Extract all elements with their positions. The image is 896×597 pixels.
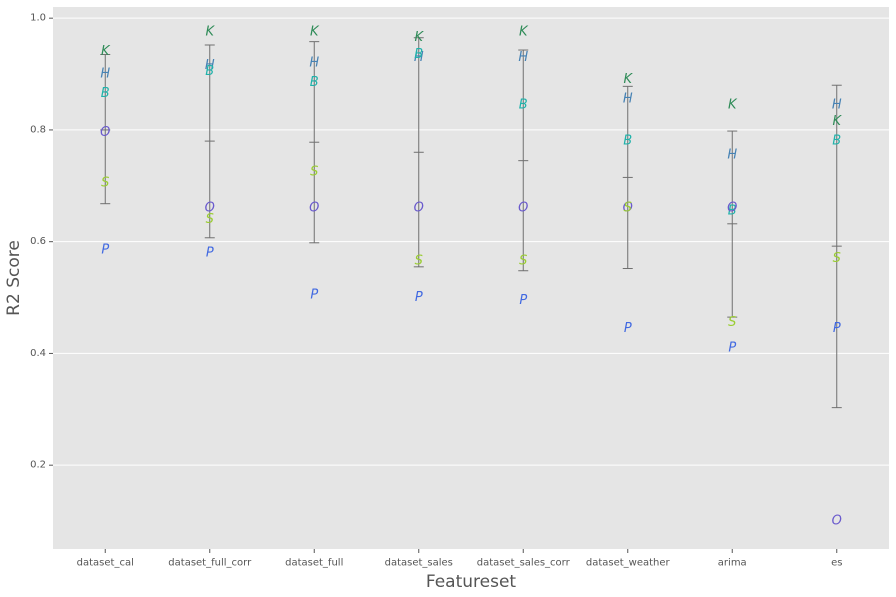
y-tick-label: 0.2 [30, 460, 46, 471]
marker-h: H [414, 50, 424, 65]
x-tick-label: dataset_cal [77, 558, 134, 569]
error-bar [413, 37, 424, 268]
marker-o: O [414, 201, 424, 216]
marker-b: B [623, 134, 632, 149]
x-tick-label: dataset_sales_corr [477, 558, 571, 569]
y-tick-label: 0.6 [30, 236, 46, 247]
error-bar [100, 53, 111, 205]
error-bar [727, 130, 738, 318]
error-bar [622, 85, 633, 270]
marker-o: O [727, 201, 737, 216]
marker-b: B [519, 97, 528, 112]
x-tick-label: es [831, 558, 842, 569]
marker-h: H [727, 148, 737, 163]
error-bars [100, 37, 842, 409]
marker-s: S [310, 164, 318, 179]
marker-b: B [101, 86, 110, 101]
marker-b: B [310, 75, 319, 90]
marker-k: K [101, 44, 111, 59]
marker-p: P [833, 321, 841, 336]
marker-b: B [832, 134, 841, 149]
y-axis-title: R2 Score [4, 240, 24, 316]
x-tick-label: dataset_full_corr [168, 558, 252, 569]
marker-s: S [415, 254, 423, 269]
marker-o: O [100, 125, 110, 140]
error-bar [518, 49, 529, 272]
marker-k: K [728, 97, 738, 112]
marker-k: K [310, 25, 320, 40]
x-axis-title: Featureset [426, 572, 517, 592]
y-axis: 0.2 0.4 0.6 0.8 1.0 [30, 13, 53, 471]
error-bar [831, 84, 842, 409]
marker-s: S [206, 212, 214, 227]
marker-h: H [205, 58, 215, 73]
marker-k: K [519, 25, 529, 40]
marker-s: S [833, 251, 841, 266]
y-tick-label: 1.0 [30, 13, 46, 24]
marker-k: K [832, 114, 842, 129]
marker-s: S [519, 254, 527, 269]
gridlines [53, 17, 889, 466]
marker-h: H [623, 92, 633, 107]
marker-s: S [624, 201, 632, 216]
marker-h: H [832, 97, 842, 112]
x-axis: dataset_cal dataset_full_corr dataset_full… [77, 549, 842, 569]
marker-o: O [309, 201, 319, 216]
marker-o: O [205, 201, 215, 216]
x-tick-label: arima [718, 558, 747, 569]
marker-k: K [623, 72, 633, 87]
error-bar [309, 41, 320, 244]
marker-p: P [101, 243, 109, 258]
marker-o: O [623, 201, 633, 216]
error-bar [204, 44, 215, 239]
y-tick-label: 0.8 [30, 124, 46, 135]
marker-h: H [309, 55, 319, 70]
y-tick-label: 0.4 [30, 348, 46, 359]
marker-b: B [414, 47, 423, 62]
marker-k: K [414, 30, 424, 45]
marker-b: B [205, 64, 214, 79]
marker-h: H [100, 67, 110, 82]
marker-o: O [832, 514, 842, 529]
x-tick-label: dataset_sales [385, 558, 453, 569]
plot-area [53, 7, 889, 549]
marker-p: P [310, 287, 318, 302]
x-tick-label: dataset_weather [586, 558, 671, 569]
marker-p: P [206, 245, 214, 260]
marker-b: B [728, 203, 737, 218]
marker-s: S [101, 176, 109, 191]
marker-o: O [518, 201, 528, 216]
marker-h: H [518, 50, 528, 65]
marker-p: P [519, 293, 527, 308]
x-tick-label: dataset_full [285, 558, 343, 569]
marker-p: P [415, 290, 423, 305]
marker-k: K [205, 25, 215, 40]
marker-s: S [728, 315, 736, 330]
marker-p: P [624, 321, 632, 336]
marker-p: P [728, 340, 736, 355]
